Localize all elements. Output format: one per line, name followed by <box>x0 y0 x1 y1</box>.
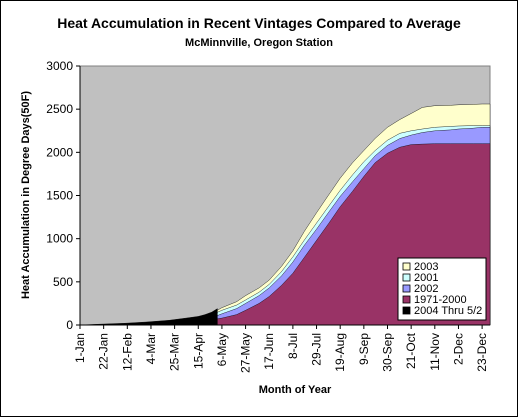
x-tick-label: 1-Jan <box>73 333 87 363</box>
legend-label: 2001 <box>414 272 438 284</box>
legend-swatch <box>402 273 411 282</box>
legend-swatch <box>402 306 411 315</box>
series-area-3 <box>79 143 491 326</box>
legend-label: 2002 <box>414 283 438 295</box>
series-area-4 <box>79 308 218 326</box>
x-ticks: 1-Jan 22-Jan 12-Feb 4-Mar 25-Mar 15-Apr 6-May 2… <box>73 325 489 373</box>
x-tick-label: 22-Jan <box>97 333 111 370</box>
legend-swatch <box>402 284 411 293</box>
legend-label: 1971-2000 <box>414 294 467 306</box>
y-tick-label: 2000 <box>46 145 73 159</box>
x-tick-label: 15-Apr <box>191 333 205 369</box>
x-tick-label: 12-Feb <box>120 333 134 371</box>
legend-label: 2004 Thru 5/2 <box>414 305 482 317</box>
x-axis-title: Month of Year <box>259 384 332 396</box>
x-tick-label: 8-Jul <box>286 333 300 359</box>
y-tick-label: 1500 <box>46 189 73 203</box>
x-tick-label: 21-Oct <box>404 332 418 369</box>
x-tick-label: 19-Aug <box>333 333 347 372</box>
y-tick-label: 3000 <box>46 59 73 73</box>
series-layer <box>79 103 491 326</box>
chart-title: Heat Accumulation in Recent Vintages Com… <box>57 15 461 31</box>
x-tick-label: 11-Nov <box>428 333 442 371</box>
legend-label: 2003 <box>414 261 438 273</box>
x-tick-label: 23-Dec <box>475 333 489 372</box>
x-tick-label: 27-May <box>239 333 253 373</box>
x-tick-label: 9-Sep <box>357 333 371 365</box>
x-tick-label: 6-May <box>215 333 229 366</box>
y-axis-title: Heat Accumulation in Degree Days(50F) <box>20 91 32 299</box>
x-tick-label: 25-Mar <box>168 333 182 371</box>
chart-subtitle: McMinnville, Oregon Station <box>185 37 333 49</box>
legend-swatch <box>402 295 411 304</box>
x-tick-label: 29-Jul <box>310 333 324 366</box>
y-tick-label: 500 <box>53 275 73 289</box>
x-tick-label: 30-Sep <box>381 333 395 372</box>
y-ticks: 0 500 1000 1500 2000 2500 3000 <box>46 59 80 332</box>
x-tick-label: 2-Dec <box>451 333 465 365</box>
legend-swatch <box>402 262 411 271</box>
legend-box <box>397 257 487 321</box>
y-tick-label: 2500 <box>46 102 73 116</box>
x-tick-label: 17-Jun <box>262 333 276 370</box>
y-tick-label: 0 <box>66 318 73 332</box>
y-tick-label: 1000 <box>46 232 73 246</box>
x-tick-label: 4-Mar <box>144 333 158 364</box>
